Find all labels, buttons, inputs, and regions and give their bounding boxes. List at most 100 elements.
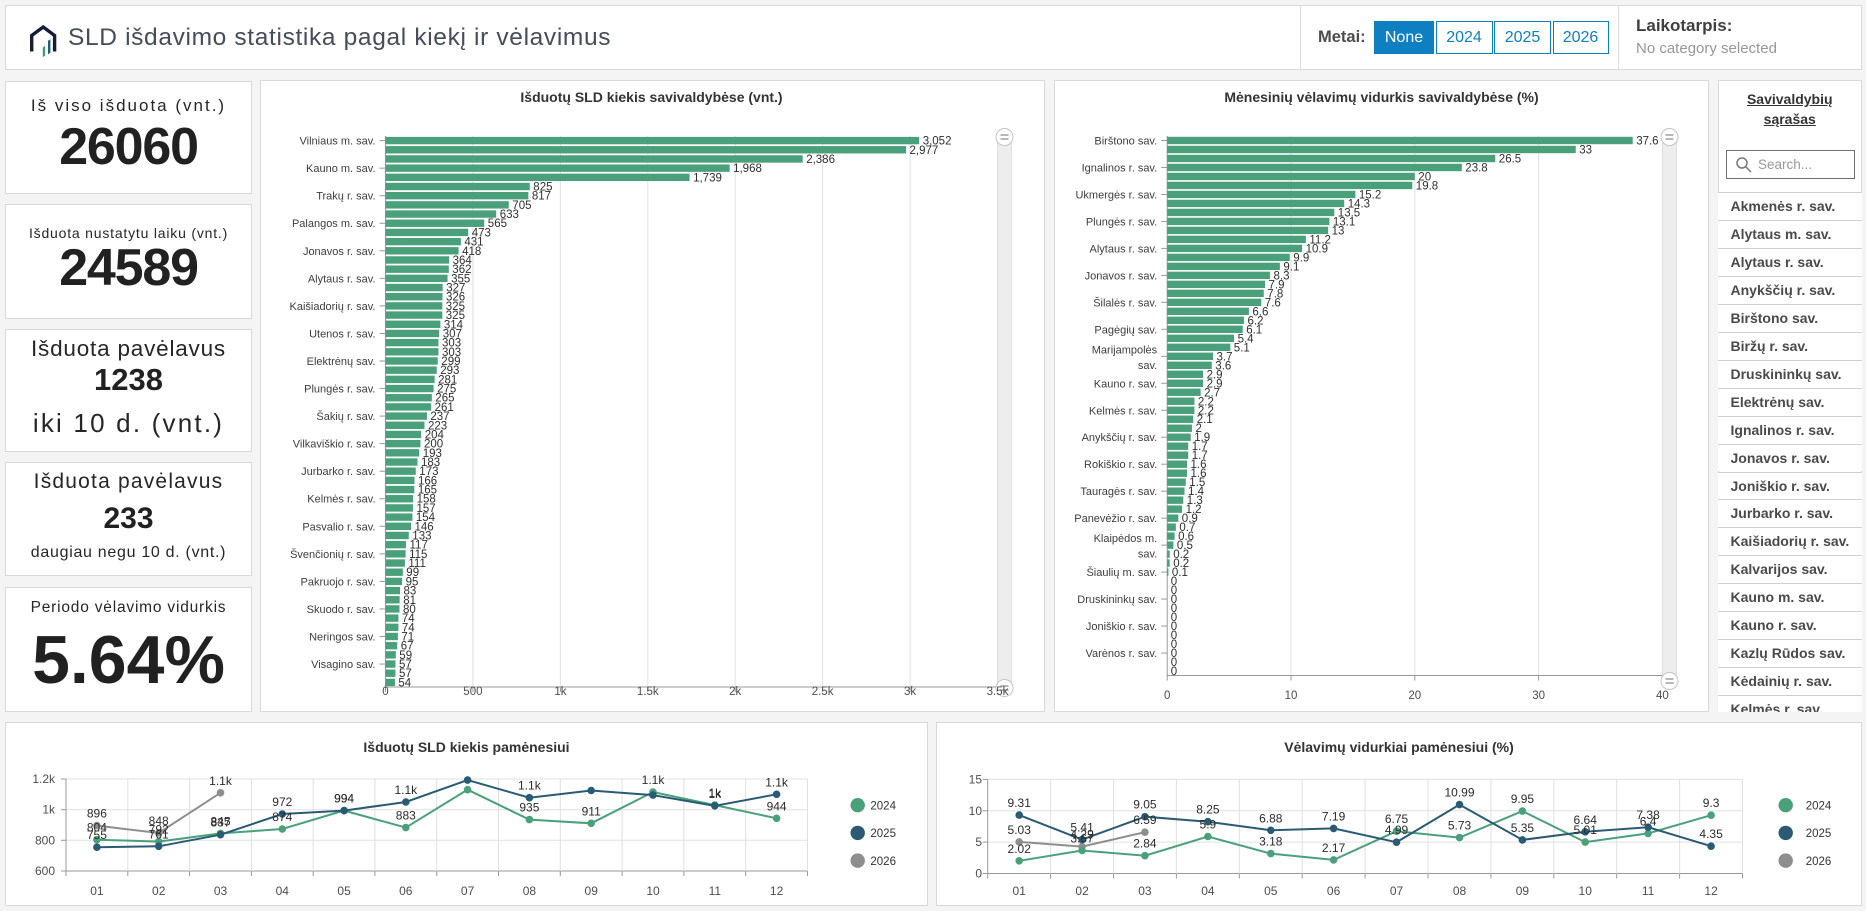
svg-text:12: 12 bbox=[770, 883, 784, 897]
svg-text:1k: 1k bbox=[42, 802, 56, 816]
svg-text:Joniškio r. sav.: Joniškio r. sav. bbox=[1085, 621, 1156, 633]
svg-text:13.1: 13.1 bbox=[1332, 216, 1354, 228]
svg-text:204: 204 bbox=[424, 429, 444, 441]
svg-text:3.6: 3.6 bbox=[1215, 360, 1231, 372]
svg-text:Neringos sav.: Neringos sav. bbox=[309, 631, 375, 643]
svg-text:95: 95 bbox=[405, 576, 418, 588]
svg-text:911: 911 bbox=[582, 804, 601, 818]
svg-text:01: 01 bbox=[90, 883, 104, 897]
svg-text:2.17: 2.17 bbox=[1322, 840, 1346, 854]
svg-text:99: 99 bbox=[406, 567, 419, 579]
svg-text:3,052: 3,052 bbox=[922, 136, 951, 148]
svg-text:9.9: 9.9 bbox=[1293, 252, 1309, 264]
svg-text:Vėlavimų vidurkiai pamėnesiui: Vėlavimų vidurkiai pamėnesiui (%) bbox=[1285, 739, 1515, 755]
svg-text:157: 157 bbox=[416, 503, 435, 515]
svg-text:83: 83 bbox=[403, 586, 416, 598]
svg-text:07: 07 bbox=[461, 883, 475, 897]
svg-text:845: 845 bbox=[210, 814, 230, 828]
svg-text:0: 0 bbox=[1163, 690, 1169, 702]
svg-text:158: 158 bbox=[416, 494, 435, 506]
svg-text:1.3: 1.3 bbox=[1186, 495, 1202, 507]
svg-text:364: 364 bbox=[452, 255, 472, 267]
svg-text:0.9: 0.9 bbox=[1181, 513, 1197, 525]
svg-text:Kaišiadorių r. sav.: Kaišiadorių r. sav. bbox=[289, 301, 375, 313]
svg-text:848: 848 bbox=[149, 814, 169, 828]
svg-text:1.1k: 1.1k bbox=[518, 778, 542, 792]
svg-text:11: 11 bbox=[1642, 883, 1655, 897]
svg-text:Jonavos r. sav.: Jonavos r. sav. bbox=[302, 246, 375, 258]
svg-text:15: 15 bbox=[969, 772, 983, 786]
svg-text:1.2: 1.2 bbox=[1185, 504, 1201, 516]
svg-text:Šilalės r. sav.: Šilalės r. sav. bbox=[1093, 296, 1157, 309]
svg-text:0: 0 bbox=[1170, 612, 1176, 624]
svg-text:1k: 1k bbox=[708, 786, 722, 800]
svg-text:10: 10 bbox=[1284, 690, 1297, 702]
svg-text:1.5: 1.5 bbox=[1189, 477, 1205, 489]
svg-text:01: 01 bbox=[1013, 883, 1027, 897]
svg-text:Pasvalio r. sav.: Pasvalio r. sav. bbox=[302, 521, 375, 533]
svg-text:2025: 2025 bbox=[1806, 828, 1832, 840]
svg-text:2.7: 2.7 bbox=[1204, 387, 1220, 399]
svg-text:07: 07 bbox=[1390, 883, 1404, 897]
svg-text:57: 57 bbox=[399, 668, 412, 680]
svg-text:4.99: 4.99 bbox=[1385, 823, 1409, 837]
svg-text:Švenčionių r. sav.: Švenčionių r. sav. bbox=[290, 548, 375, 561]
svg-text:74: 74 bbox=[401, 622, 414, 634]
svg-text:10: 10 bbox=[969, 803, 983, 817]
svg-text:Ignalinos r. sav.: Ignalinos r. sav. bbox=[1081, 162, 1157, 174]
svg-text:0: 0 bbox=[1170, 621, 1176, 633]
svg-text:325: 325 bbox=[445, 301, 464, 313]
svg-text:02: 02 bbox=[152, 883, 166, 897]
svg-text:03: 03 bbox=[1139, 883, 1153, 897]
svg-text:Visagino sav.: Visagino sav. bbox=[311, 659, 375, 671]
svg-text:261: 261 bbox=[434, 402, 453, 414]
svg-text:9.31: 9.31 bbox=[1008, 796, 1032, 810]
svg-text:5: 5 bbox=[976, 835, 983, 849]
svg-text:6.88: 6.88 bbox=[1259, 811, 1283, 825]
svg-text:275: 275 bbox=[437, 384, 456, 396]
svg-text:6.59: 6.59 bbox=[1134, 813, 1158, 827]
svg-text:Išduotų SLD kiekis pamėnesiui: Išduotų SLD kiekis pamėnesiui bbox=[363, 739, 569, 755]
svg-text:7.6: 7.6 bbox=[1264, 297, 1280, 309]
svg-text:20: 20 bbox=[1418, 171, 1431, 183]
svg-text:Rokiškio r. sav.: Rokiškio r. sav. bbox=[1084, 459, 1157, 471]
svg-text:146: 146 bbox=[414, 521, 433, 533]
svg-text:04: 04 bbox=[276, 883, 290, 897]
svg-text:326: 326 bbox=[446, 292, 465, 304]
svg-text:10: 10 bbox=[1579, 883, 1593, 897]
svg-text:200: 200 bbox=[424, 439, 443, 451]
svg-text:Vilniaus m. sav.: Vilniaus m. sav. bbox=[299, 136, 375, 148]
svg-text:3.67: 3.67 bbox=[1071, 831, 1095, 845]
svg-text:23.8: 23.8 bbox=[1465, 162, 1487, 174]
svg-text:0: 0 bbox=[1170, 576, 1176, 588]
svg-text:223: 223 bbox=[428, 420, 447, 432]
svg-text:2.9: 2.9 bbox=[1206, 378, 1222, 390]
svg-text:299: 299 bbox=[441, 356, 460, 368]
svg-text:0: 0 bbox=[1170, 648, 1176, 660]
svg-text:0: 0 bbox=[1170, 603, 1176, 615]
svg-text:5.4: 5.4 bbox=[1237, 333, 1254, 345]
svg-text:6.2: 6.2 bbox=[1247, 315, 1263, 327]
svg-text:5.9: 5.9 bbox=[1200, 817, 1217, 831]
svg-text:5.03: 5.03 bbox=[1008, 822, 1032, 836]
svg-text:896: 896 bbox=[87, 806, 107, 820]
svg-text:3.7: 3.7 bbox=[1216, 351, 1232, 363]
svg-text:1.7: 1.7 bbox=[1191, 450, 1207, 462]
svg-text:418: 418 bbox=[462, 246, 481, 258]
svg-text:705: 705 bbox=[512, 200, 531, 212]
svg-text:81: 81 bbox=[403, 595, 416, 607]
svg-text:57: 57 bbox=[399, 659, 412, 671]
svg-text:33: 33 bbox=[1579, 144, 1592, 156]
svg-text:06: 06 bbox=[1327, 883, 1341, 897]
svg-text:314: 314 bbox=[443, 319, 463, 331]
svg-text:9.05: 9.05 bbox=[1134, 797, 1158, 811]
svg-text:817: 817 bbox=[531, 191, 550, 203]
svg-text:755: 755 bbox=[87, 828, 107, 842]
svg-text:Kauno m. sav.: Kauno m. sav. bbox=[306, 163, 376, 175]
svg-text:Mėnesinių vėlavimų vidurkis sa: Mėnesinių vėlavimų vidurkis savivaldybės… bbox=[1224, 89, 1538, 105]
svg-text:2.1: 2.1 bbox=[1196, 414, 1212, 426]
svg-text:0: 0 bbox=[1170, 594, 1176, 606]
svg-text:994: 994 bbox=[334, 791, 354, 805]
svg-text:80: 80 bbox=[403, 604, 416, 616]
svg-text:0: 0 bbox=[1170, 585, 1176, 597]
